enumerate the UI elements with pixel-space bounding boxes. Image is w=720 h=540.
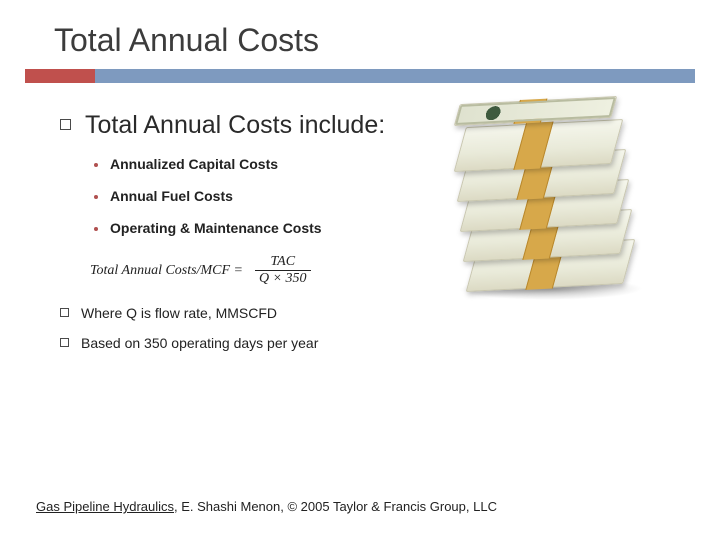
slide-title: Total Annual Costs bbox=[0, 0, 720, 69]
footer-book-title: Gas Pipeline Hydraulics bbox=[36, 499, 174, 514]
accent-bar bbox=[25, 69, 695, 83]
dot-bullet-icon bbox=[94, 195, 98, 199]
square-bullet-icon bbox=[60, 308, 69, 317]
sub-item-text: Annual Fuel Costs bbox=[110, 188, 233, 204]
note-item: Where Q is flow rate, MMSCFD bbox=[60, 305, 670, 321]
footer-rest: , E. Shashi Menon, © 2005 Taylor & Franc… bbox=[174, 499, 497, 514]
money-stack-icon bbox=[448, 118, 638, 298]
note-text: Based on 350 operating days per year bbox=[81, 335, 318, 351]
formula-denominator: Q × 350 bbox=[255, 271, 311, 287]
square-bullet-icon bbox=[60, 338, 69, 347]
dot-bullet-icon bbox=[94, 227, 98, 231]
footer-citation: Gas Pipeline Hydraulics, E. Shashi Menon… bbox=[36, 499, 497, 514]
note-item: Based on 350 operating days per year bbox=[60, 335, 670, 351]
square-bullet-icon bbox=[60, 119, 71, 130]
sub-item-text: Annualized Capital Costs bbox=[110, 156, 278, 172]
note-text: Where Q is flow rate, MMSCFD bbox=[81, 305, 277, 321]
sub-item-text: Operating & Maintenance Costs bbox=[110, 220, 322, 236]
formula-numerator: TAC bbox=[266, 254, 299, 270]
accent-long bbox=[95, 69, 695, 83]
formula-fraction: TAC Q × 350 bbox=[255, 254, 311, 287]
main-point-text: Total Annual Costs include: bbox=[85, 111, 385, 140]
formula-lhs: Total Annual Costs/MCF = bbox=[90, 263, 243, 279]
dot-bullet-icon bbox=[94, 163, 98, 167]
accent-short bbox=[25, 69, 95, 83]
